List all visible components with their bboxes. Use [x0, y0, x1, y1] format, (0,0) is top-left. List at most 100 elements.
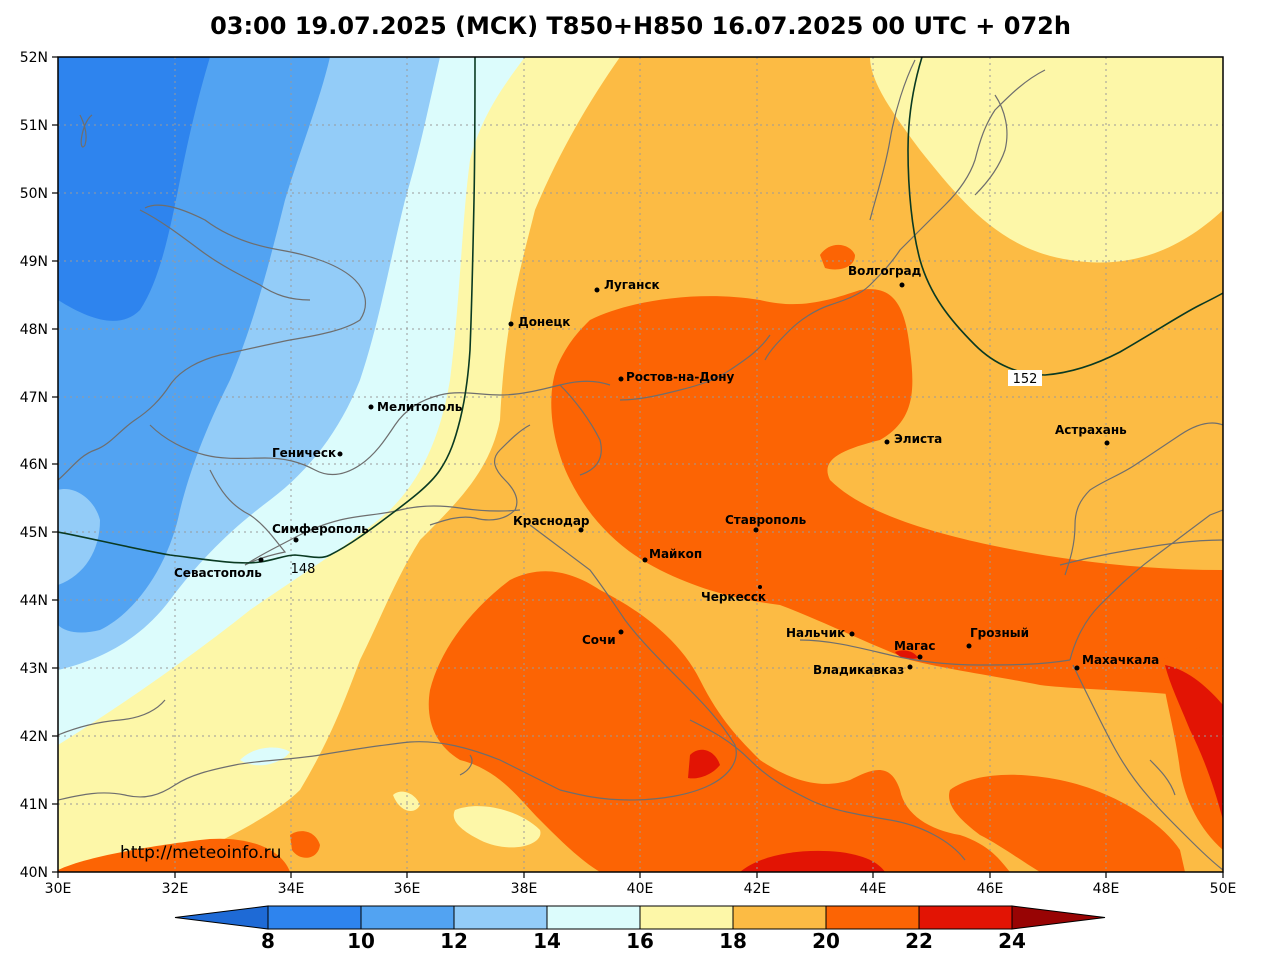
city-label-melitopol: Мелитополь [377, 400, 463, 414]
contour-152 [907, 57, 1223, 376]
city-label-donetsk: Донецк [518, 315, 570, 329]
city-dot-astrakhan [1104, 440, 1110, 446]
contour-label-152: 152 [1013, 372, 1038, 387]
lon-label: 30E [45, 881, 72, 897]
city-dot-maykop [642, 557, 648, 563]
lat-label: 47N [20, 390, 48, 406]
city-dot-sochi [618, 629, 624, 635]
city-label-sochi: Сочи [582, 633, 616, 647]
colorbar-label: 16 [626, 929, 654, 953]
colorbar-segment [360, 905, 455, 930]
colorbar-extend-low [174, 905, 269, 930]
city-dot-stavropol [753, 527, 759, 533]
colorbar-segment [546, 905, 641, 930]
city-label-rostov: Ростов-на-Дону [626, 370, 735, 384]
watermark: http://meteoinfo.ru [120, 843, 281, 863]
city-label-maykop: Майкоп [649, 547, 702, 561]
city-dot-volgograd [899, 282, 905, 288]
lat-label: 50N [20, 186, 48, 202]
colorbar-label: 18 [719, 929, 747, 953]
city-dot-lugansk [594, 287, 600, 293]
city-dot-sevastopol [258, 557, 264, 563]
lat-label: 41N [20, 797, 48, 813]
colorbar: 8 10 12 14 16 18 20 22 24 [174, 905, 1106, 953]
lat-label: 51N [20, 118, 48, 134]
coastlines-borders [58, 59, 1223, 871]
lat-axis [52, 56, 58, 873]
lat-label: 42N [20, 729, 48, 745]
city-dot-rostov [618, 376, 624, 382]
city-label-elista: Элиста [894, 432, 942, 446]
lon-label: 34E [278, 881, 305, 897]
colorbar-segment [918, 905, 1013, 930]
colorbar-segment [732, 905, 827, 930]
lat-tick-labels: 52N 51N 50N 49N 48N 47N 46N 45N 44N 43N … [20, 50, 48, 881]
lat-label: 44N [20, 593, 48, 609]
lat-label: 45N [20, 525, 48, 541]
city-dot-grozny [966, 643, 972, 649]
city-label-makhachkala: Махачкала [1082, 653, 1159, 667]
lat-label: 49N [20, 254, 48, 270]
band-16-18-ne [870, 57, 1223, 263]
contour-label-148: 148 [291, 562, 316, 577]
city-label-sevastopol: Севастополь [174, 566, 262, 580]
city-dot-nalchik [849, 631, 855, 637]
lat-label: 43N [20, 661, 48, 677]
lat-label: 40N [20, 865, 48, 881]
city-label-genichesk: Геническ [272, 446, 336, 460]
lon-label: 36E [394, 881, 421, 897]
city-label-krasnodar: Краснодар [513, 514, 590, 528]
city-markers: Луганск Волгоград Донецк Ростов-на-Дону … [174, 264, 1159, 677]
graticule [58, 57, 1223, 872]
contour-148 [58, 57, 476, 564]
city-dot-makhachkala [1074, 665, 1080, 671]
city-label-volgograd: Волгоград [848, 264, 922, 278]
lon-label: 32E [162, 881, 189, 897]
city-dot-simferopol [293, 537, 299, 543]
colorbar-label: 22 [905, 929, 933, 953]
lon-axis [57, 872, 1224, 878]
colorbar-segment [267, 905, 362, 930]
lon-label: 44E [860, 881, 887, 897]
lat-label: 46N [20, 457, 48, 473]
city-label-cherkessk: Черкесск [701, 590, 766, 604]
city-dot-krasnodar [578, 527, 584, 533]
colorbar-extend-high [1011, 905, 1106, 930]
city-dot-cherkessk [758, 585, 762, 589]
lon-label: 48E [1093, 881, 1120, 897]
city-dot-genichesk [337, 451, 343, 457]
band-8-10 [58, 57, 210, 321]
colorbar-label: 14 [533, 929, 561, 953]
geopotential-contours [58, 57, 1223, 564]
lat-label: 52N [20, 50, 48, 66]
colorbar-segment [639, 905, 734, 930]
city-label-magas: Магас [894, 639, 936, 653]
city-label-simferopol: Симферополь [272, 522, 369, 536]
band-16-18-sw-patch [453, 806, 541, 848]
band-22-24 [1165, 665, 1223, 820]
city-dot-melitopol [368, 404, 374, 410]
colorbar-segment [453, 905, 548, 930]
city-dot-magas [917, 654, 923, 660]
city-label-nalchik: Нальчик [786, 626, 845, 640]
colorbar-label: 20 [812, 929, 840, 953]
city-dot-donetsk [508, 321, 514, 327]
city-dot-vladikavkaz [907, 664, 913, 670]
lon-label: 50E [1210, 881, 1237, 897]
colorbar-label: 8 [261, 929, 275, 953]
lon-label: 42E [744, 881, 771, 897]
lat-label: 48N [20, 322, 48, 338]
city-label-stavropol: Ставрополь [725, 513, 807, 527]
city-label-lugansk: Луганск [604, 278, 660, 292]
lon-label: 38E [511, 881, 538, 897]
colorbar-label: 10 [347, 929, 375, 953]
city-dot-elista [884, 439, 890, 445]
lon-label: 46E [977, 881, 1004, 897]
lon-label: 40E [627, 881, 654, 897]
city-label-grozny: Грозный [970, 626, 1029, 640]
lon-tick-labels: 30E 32E 34E 36E 38E 40E 42E 44E 46E 48E … [45, 881, 1237, 897]
map-title: 03:00 19.07.2025 (МСК) T850+H850 16.07.2… [210, 12, 1071, 40]
city-label-astrakhan: Астрахань [1055, 423, 1127, 437]
colorbar-label: 12 [440, 929, 468, 953]
